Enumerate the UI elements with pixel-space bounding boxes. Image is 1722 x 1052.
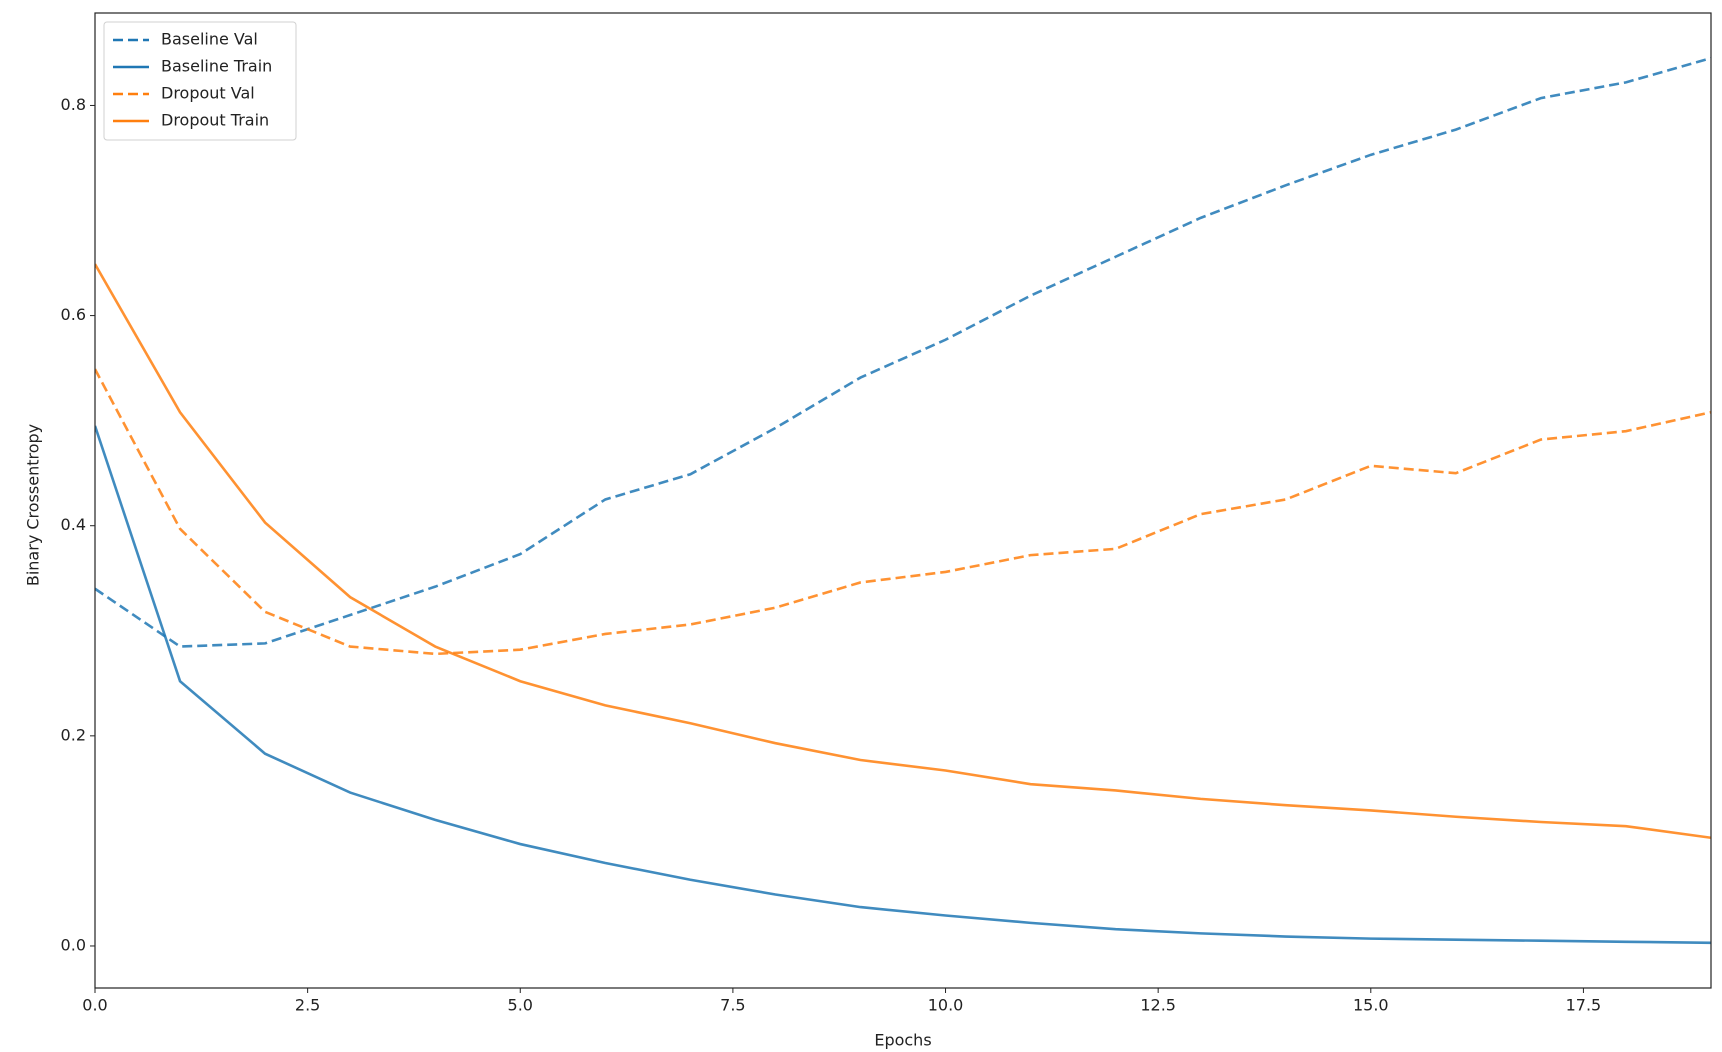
x-tick-label: 2.5 [295, 996, 320, 1015]
x-axis-label: Epochs [874, 1031, 931, 1050]
x-tick-label: 10.0 [928, 996, 964, 1015]
line [95, 368, 1711, 656]
y-tick-label: 0.0 [61, 935, 86, 954]
legend-label: Dropout Val [161, 84, 255, 103]
y-tick-label: 0.2 [61, 725, 86, 744]
x-tick-label: 15.0 [1353, 996, 1389, 1015]
y-axis-label: Binary Crossentropy [24, 424, 43, 586]
x-tick-label: 7.5 [720, 996, 745, 1015]
x-tick-label: 0.0 [82, 996, 107, 1015]
line [95, 263, 1711, 840]
legend-label: Baseline Val [161, 30, 258, 49]
legend-box [103, 21, 297, 141]
plot-frame [94, 12, 1712, 989]
x-tick-label: 12.5 [1140, 996, 1176, 1015]
y-tick-label: 0.8 [61, 95, 86, 114]
x-tick-label: 5.0 [508, 996, 533, 1015]
legend-label: Baseline Train [161, 57, 272, 76]
legend-label: Dropout Train [161, 111, 269, 130]
x-tick-label: 17.5 [1566, 996, 1602, 1015]
y-tick-label: 0.4 [61, 515, 86, 534]
line [95, 56, 1711, 648]
line [95, 425, 1711, 945]
legend: Baseline Val Baseline Train Dropout Val Dro… [103, 21, 297, 141]
y-tick-label: 0.6 [61, 305, 86, 324]
